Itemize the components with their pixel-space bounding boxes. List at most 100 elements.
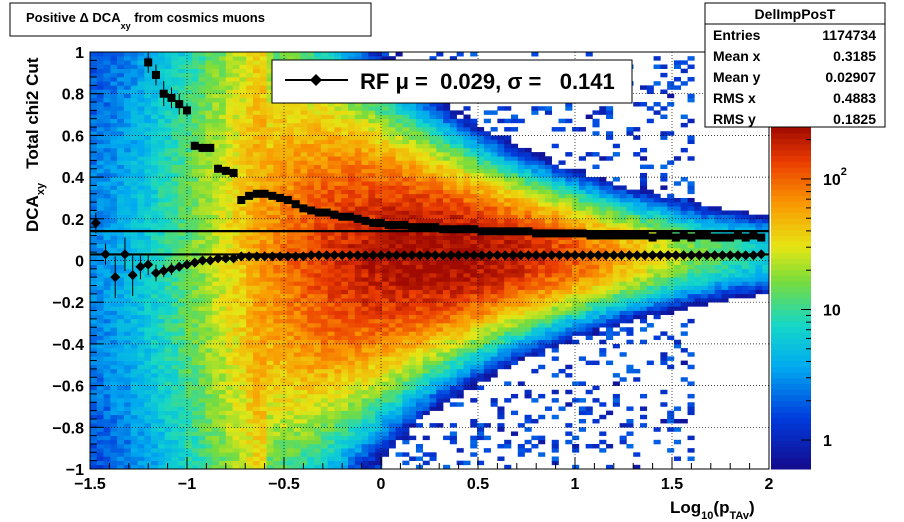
heatmap-cell: [130, 352, 138, 357]
heatmap-cell: [117, 172, 125, 178]
heatmap-cell: [381, 273, 390, 278]
heatmap-cell: [422, 214, 430, 220]
heatmap-cell: [90, 172, 98, 178]
heatmap-cell: [327, 193, 335, 199]
heatmap-cell: [280, 156, 288, 161]
heatmap-cell: [239, 377, 247, 382]
heatmap-cell: [110, 139, 118, 145]
heatmap-cell: [157, 352, 165, 357]
heatmap-cell: [198, 89, 206, 94]
heatmap-cell: [117, 218, 125, 224]
heatmap-cell: [137, 410, 145, 416]
heatmap-cell: [110, 77, 118, 82]
heatmap-cell: [96, 298, 104, 303]
heatmap-cell: [90, 110, 98, 115]
heatmap-cell: [205, 206, 213, 211]
heatmap-cell: [320, 368, 328, 374]
heatmap-cell: [137, 373, 145, 378]
heatmap-cell: [164, 227, 172, 232]
heatmap-cell: [348, 410, 356, 416]
heatmap-cell: [300, 339, 308, 345]
heatmap-cell: [130, 60, 138, 65]
heatmap-cell: [239, 423, 247, 428]
heatmap-cell: [422, 164, 430, 170]
heatmap-cell: [395, 164, 403, 170]
heatmap-cell: [368, 423, 376, 428]
heatmap-cell: [415, 156, 424, 161]
heatmap-cell: [246, 152, 254, 157]
heatmap-cell: [429, 335, 437, 341]
heatmap-cell: [375, 364, 383, 370]
heatmap-cell: [368, 448, 376, 453]
heatmap-cell: [422, 389, 430, 395]
heatmap-cell: [388, 439, 396, 445]
heatmap-cell: [354, 352, 362, 357]
heatmap-cell: [110, 185, 118, 190]
heatmap-cell: [171, 431, 179, 436]
heatmap-cell: [327, 56, 335, 61]
heatmap-cell: [191, 177, 199, 182]
heatmap-cell: [402, 147, 410, 153]
heatmap-cell: [381, 393, 390, 399]
heatmap-cell: [341, 52, 349, 57]
heatmap-cell: [178, 227, 186, 232]
heatmap-cell: [348, 135, 356, 140]
heatmap-cell: [361, 118, 369, 124]
heatmap-cell: [395, 147, 403, 153]
heatmap-cell: [212, 464, 220, 470]
heatmap-cell: [314, 327, 322, 332]
heatmap-cell: [320, 418, 328, 424]
heatmap-cell: [395, 210, 403, 215]
heatmap-cell: [334, 118, 342, 124]
heatmap-cell: [137, 335, 145, 341]
heatmap-cell: [171, 439, 179, 445]
heatmap-cell: [300, 56, 308, 61]
heatmap-cell: [96, 127, 104, 132]
heatmap-cell: [144, 147, 152, 153]
heatmap-cell: [239, 406, 247, 411]
heatmap-cell: [259, 72, 267, 78]
heatmap-cell: [395, 452, 403, 457]
heatmap-cell: [103, 81, 111, 86]
heatmap-cell: [185, 72, 193, 78]
heatmap-cell: [314, 114, 322, 120]
heatmap-cell: [266, 277, 274, 282]
heatmap-cell: [320, 381, 328, 386]
heatmap-cell: [361, 156, 369, 161]
heatmap-cell: [144, 189, 152, 195]
heatmap-cell: [293, 106, 301, 111]
heatmap-cell: [273, 139, 281, 145]
heatmap-cell: [123, 352, 132, 357]
heatmap-cell: [239, 106, 247, 111]
heatmap-cell: [185, 377, 193, 382]
heatmap-cell: [185, 218, 193, 224]
heatmap-cell: [151, 231, 159, 236]
heatmap-cell: [123, 81, 132, 86]
heatmap-cell: [375, 118, 383, 124]
heatmap-cell: [178, 231, 186, 236]
heatmap-cell: [388, 256, 396, 261]
heatmap-cell: [327, 368, 335, 374]
heatmap-cell: [402, 318, 410, 324]
heatmap-cell: [232, 77, 240, 82]
heatmap-cell: [320, 268, 328, 274]
heatmap-cell: [178, 202, 186, 207]
heatmap-cell: [354, 285, 362, 290]
heatmap-cell: [117, 410, 125, 416]
heatmap-cell: [348, 443, 356, 449]
heatmap-cell: [361, 143, 369, 149]
heatmap-cell: [354, 56, 362, 61]
heatmap-cell: [388, 147, 396, 153]
heatmap-cell: [429, 206, 437, 211]
heatmap-cell: [293, 435, 301, 441]
heatmap-cell: [232, 435, 240, 441]
heatmap-cell: [286, 368, 294, 374]
heatmap-cell: [388, 235, 396, 240]
heatmap-cell: [185, 418, 193, 424]
heatmap-cell: [307, 231, 315, 236]
heatmap-cell: [341, 435, 349, 441]
heatmap-cell: [117, 122, 125, 128]
heatmap-cell: [273, 431, 281, 436]
heatmap-cell: [191, 306, 199, 311]
heatmap-cell: [219, 285, 227, 290]
